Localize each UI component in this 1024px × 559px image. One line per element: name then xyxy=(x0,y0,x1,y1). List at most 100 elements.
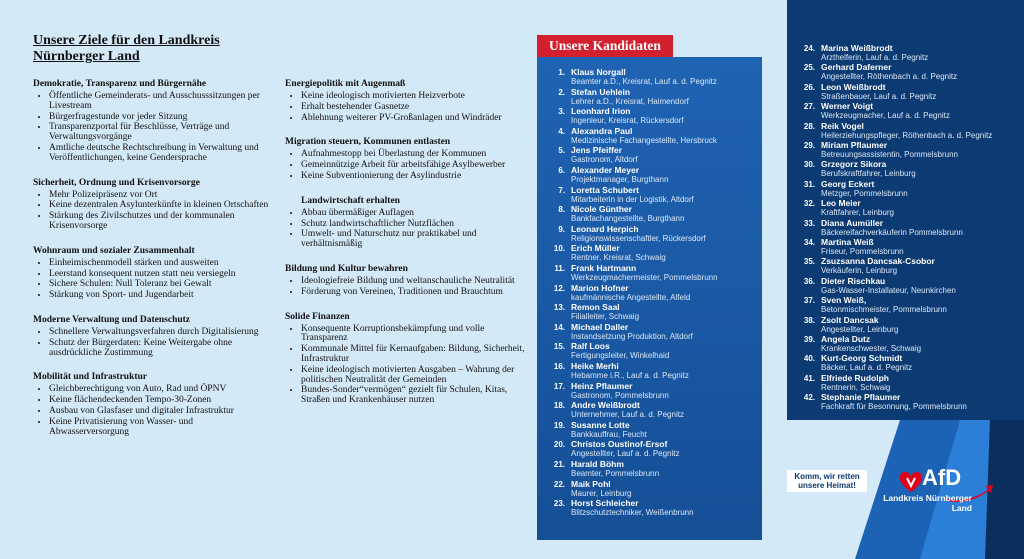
goal-item: Transparenzportal für Beschlüsse, Verträ… xyxy=(49,123,273,143)
candidate-desc: Bankkauffrau, Feucht xyxy=(571,429,647,439)
candidate-desc: Instandsetzung Produktion, Altdorf xyxy=(571,331,693,341)
candidate-desc: Gastronom, Pommelsbrunn xyxy=(571,390,669,400)
goal-item: Erhalt bestehender Gasnetze xyxy=(301,102,525,113)
candidate-number: 35. xyxy=(803,257,815,267)
candidate-desc: Krankenschwester, Schwaig xyxy=(821,344,922,353)
goal-item: Umwelt- und Naturschutz nur praktikabel … xyxy=(301,230,525,250)
candidate-name: Martina Weiß xyxy=(821,237,874,247)
candidate-desc: Betonmischmeister, Pommelsbrunn xyxy=(821,305,947,315)
candidate-name: Frank Hartmann xyxy=(571,263,637,273)
goal-item: Kommunale Mittel für Kernaufgaben: Bildu… xyxy=(301,344,525,365)
candidate-desc: Angestellter, Röthenbach a. d. Pegnitz xyxy=(821,72,958,82)
candidate-number: 39. xyxy=(803,335,815,344)
goal-item: Schutz der Bürgerdaten: Keine Weitergabe… xyxy=(49,338,273,359)
section-title: Landwirtschaft erhalten xyxy=(301,195,400,206)
candidate-desc: Metzger, Pommelsbrunn xyxy=(821,188,908,198)
candidate-number: 37. xyxy=(803,296,815,306)
candidate-name: Andre Weißbrodt xyxy=(571,400,640,411)
section-title: Energiepolitik mit Augenmaß xyxy=(285,79,406,89)
candidate-name: Klaus Norgall xyxy=(571,67,626,77)
goals-column: Demokratie, Transparenz und Bürgernähe Öf… xyxy=(33,78,273,450)
candidate-number: 29. xyxy=(803,141,815,150)
candidate-name: Georg Eckert xyxy=(821,178,875,189)
candidate-number: 34. xyxy=(803,238,815,247)
candidate-desc: Friseur, Pommelsbrunn xyxy=(821,247,904,256)
goal-item: Keine ideologisch motivierten Heizverbot… xyxy=(301,91,525,102)
candidate-number: 31. xyxy=(803,179,815,189)
goal-item: Mehr Polizeipräsenz vor Ort xyxy=(49,190,273,201)
candidate-desc: Maurer, Leinburg xyxy=(571,488,632,498)
candidate-name: Leonard Herpich xyxy=(571,223,639,234)
section-title: Demokratie, Transparenz und Bürgernähe xyxy=(33,79,207,89)
candidate-number: 5. xyxy=(558,146,565,156)
candidate-name: Alexander Meyer xyxy=(571,165,640,175)
candidate-desc: Fachkraft für Besonnung, Pommelsbrunn xyxy=(821,402,967,412)
goal-section: Sicherheit, Ordnung und Krisenvorsorge Me… xyxy=(33,177,273,232)
goal-item: Aufnahmestopp bei Überlastung der Kommun… xyxy=(301,150,525,160)
candidate-number: 14. xyxy=(553,322,565,332)
candidate-number: 33. xyxy=(803,218,815,228)
candidate-desc: Lehrer a.D., Kreisrat, Haimendorf xyxy=(571,96,689,106)
section-title: Mobilität und Infrastruktur xyxy=(33,372,148,383)
candidate-number: 32. xyxy=(803,199,815,209)
goal-item: Bürgerfragestunde vor jeder Sitzung xyxy=(49,112,273,123)
goal-item: Ablehnung weiterer PV-Großanlagen und Wi… xyxy=(301,113,525,124)
goal-item: Keine flächendeckenden Tempo-30-Zonen xyxy=(49,395,273,406)
section-title: Solide Finanzen xyxy=(285,311,350,322)
goal-item: Leerstand konsequent nutzen statt neu ve… xyxy=(49,269,273,280)
candidate-name: Erich Müller xyxy=(571,243,620,254)
candidate-name: Leon Weißbrodt xyxy=(821,81,886,92)
candidate-desc: Bäcker, Lauf a. d. Pegnitz xyxy=(821,363,913,373)
candidate-desc: Arzthelferin, Lauf a. d. Pegnitz xyxy=(821,53,929,62)
candidate-desc: Berufskraftfahrer, Leinburg xyxy=(821,169,916,179)
candidate-number: 36. xyxy=(803,276,815,286)
candidate-name: Remon Saal xyxy=(571,302,620,313)
candidate-name: Leo Meier xyxy=(821,198,861,209)
candidate-number: 7. xyxy=(558,185,565,195)
candidate-number: 20. xyxy=(553,440,565,450)
goal-list: Aufnahmestopp bei Überlastung der Kommun… xyxy=(285,150,525,181)
candidate-desc: Verkäuferin, Leinburg xyxy=(821,266,898,276)
candidate-number: 28. xyxy=(803,121,815,131)
candidate-name: Sven Weiß, xyxy=(821,295,867,306)
candidate-number: 18. xyxy=(553,401,565,411)
goal-section: Migration steuern, Kommunen entlasten Auf… xyxy=(285,136,525,181)
goal-section: Demokratie, Transparenz und Bürgernähe Öf… xyxy=(33,78,273,164)
candidate-desc: Gas-Wasser-Installateur, Neunkirchen xyxy=(821,285,956,295)
candidate-desc: Blitzschutztechniker, Weißenbrunn xyxy=(571,508,694,518)
goal-item: Keine ideologisch motivierten Ausgaben –… xyxy=(301,365,525,386)
candidate-name: Werner Voigt xyxy=(821,101,874,112)
goal-list: Gleichberechtigung von Auto, Rad und ÖPN… xyxy=(33,385,273,437)
goal-item: Keine Subventionierung der Asylindustrie xyxy=(301,171,525,182)
goal-item: Konsequente Korruptionsbekämpfung und vo… xyxy=(301,324,525,345)
candidate-name: Grzegorz Sikora xyxy=(821,159,887,170)
goal-section: Solide Finanzen Konsequente Korruptionsbe… xyxy=(285,311,525,406)
candidate-number: 27. xyxy=(803,102,815,112)
candidate-desc: Werkzeugmacher, Lauf a. d. Pegnitz xyxy=(821,111,950,121)
candidate-desc: Projektmanager, Burgthann xyxy=(571,175,669,184)
candidate-desc: Beamter, Pommelsbrunn xyxy=(571,469,660,478)
goal-list: Abbau übermäßiger AuflagenSchutz landwir… xyxy=(285,208,525,250)
goal-item: Förderung von Vereinen, Traditionen und … xyxy=(301,287,525,298)
candidate-desc: Straßenbauer, Lauf a. d. Pegnitz xyxy=(821,91,937,101)
candidate-number: 40. xyxy=(803,354,815,364)
candidate-name: Elfriede Rudolph xyxy=(821,372,889,383)
goal-item: Ausbau von Glasfaser und digitaler Infra… xyxy=(49,406,273,417)
candidate-name: Ralf Loos xyxy=(571,341,610,352)
candidate-name: Reik Vogel xyxy=(821,120,864,131)
logo-region: Landkreis Nürnberger Land xyxy=(883,493,972,513)
candidate-desc: Unternehmer, Lauf a. d. Pegnitz xyxy=(571,410,684,420)
candidate-name: Horst Schleicher xyxy=(571,498,639,509)
goal-item: Schnellere Verwaltungsverfahren durch Di… xyxy=(49,327,273,338)
goal-item: Gemeinnützige Arbeit für arbeitsfähige A… xyxy=(301,160,525,171)
section-title: Migration steuern, Kommunen entlasten xyxy=(285,137,451,148)
section-title: Bildung und Kultur bewahren xyxy=(285,263,408,274)
candidate-number: 22. xyxy=(553,479,565,489)
candidate-name: Maik Pohl xyxy=(571,478,611,489)
goal-list: Ideologiefreie Bildung und weltanschauli… xyxy=(285,276,525,298)
candidate-number: 8. xyxy=(558,205,565,215)
candidate-number: 3. xyxy=(558,107,565,117)
candidate-number: 25. xyxy=(803,63,815,73)
candidate-name: Michael Daller xyxy=(571,321,629,332)
